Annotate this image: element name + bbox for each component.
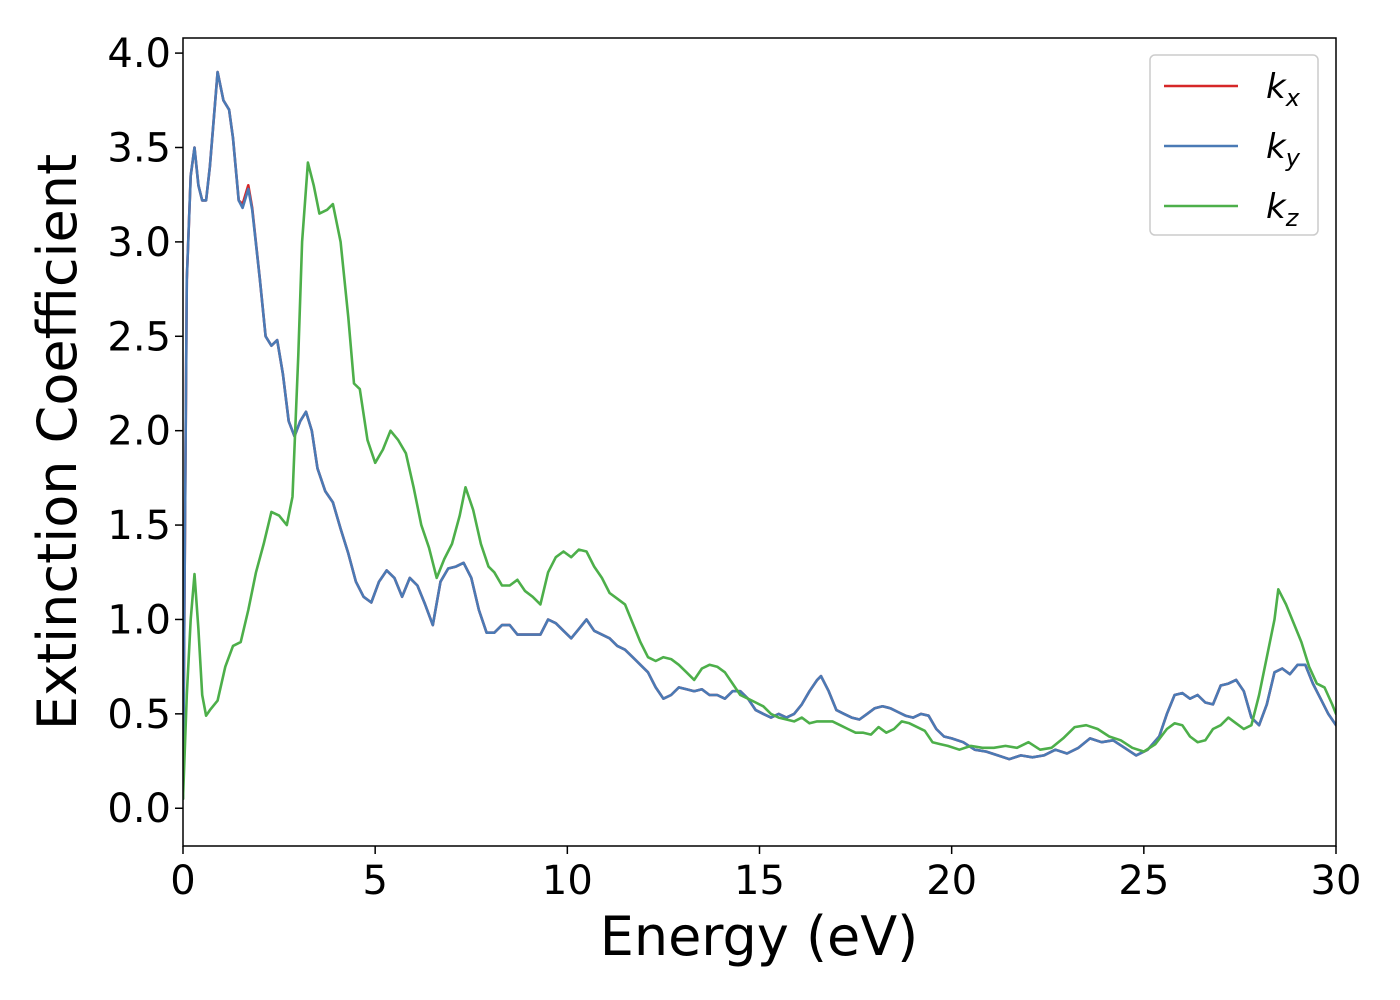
y-tick-label: 1.5 (107, 503, 171, 549)
x-tick-label: 20 (926, 858, 977, 904)
y-tick-label: 0.0 (107, 786, 171, 832)
y-tick-label: 0.5 (107, 692, 171, 738)
y-axis-title: Extinction Coefficient (26, 154, 89, 730)
x-tick-label: 10 (542, 858, 593, 904)
x-tick-label: 15 (734, 858, 785, 904)
y-tick-label: 4.0 (107, 31, 171, 77)
series-line-kz (183, 161, 1336, 801)
y-tick-label: 2.5 (107, 314, 171, 360)
x-tick-label: 30 (1311, 858, 1362, 904)
x-axis: 0 5 10 15 20 25 30 (170, 846, 1361, 904)
y-tick-label: 1.0 (107, 597, 171, 643)
x-axis-title: Energy (eV) (600, 905, 919, 968)
x-tick-label: 0 (170, 858, 195, 904)
y-axis: 0.0 0.5 1.0 1.5 2.0 2.5 3.0 3.5 4.0 (107, 31, 183, 832)
x-tick-label: 25 (1118, 858, 1169, 904)
y-tick-label: 2.0 (107, 409, 171, 455)
y-tick-label: 3.0 (107, 220, 171, 266)
series-layer (183, 70, 1336, 801)
x-tick-label: 5 (362, 858, 387, 904)
legend-label-ky: ky (1266, 127, 1301, 172)
y-tick-label: 3.5 (107, 125, 171, 171)
series-line-ky (183, 70, 1336, 801)
